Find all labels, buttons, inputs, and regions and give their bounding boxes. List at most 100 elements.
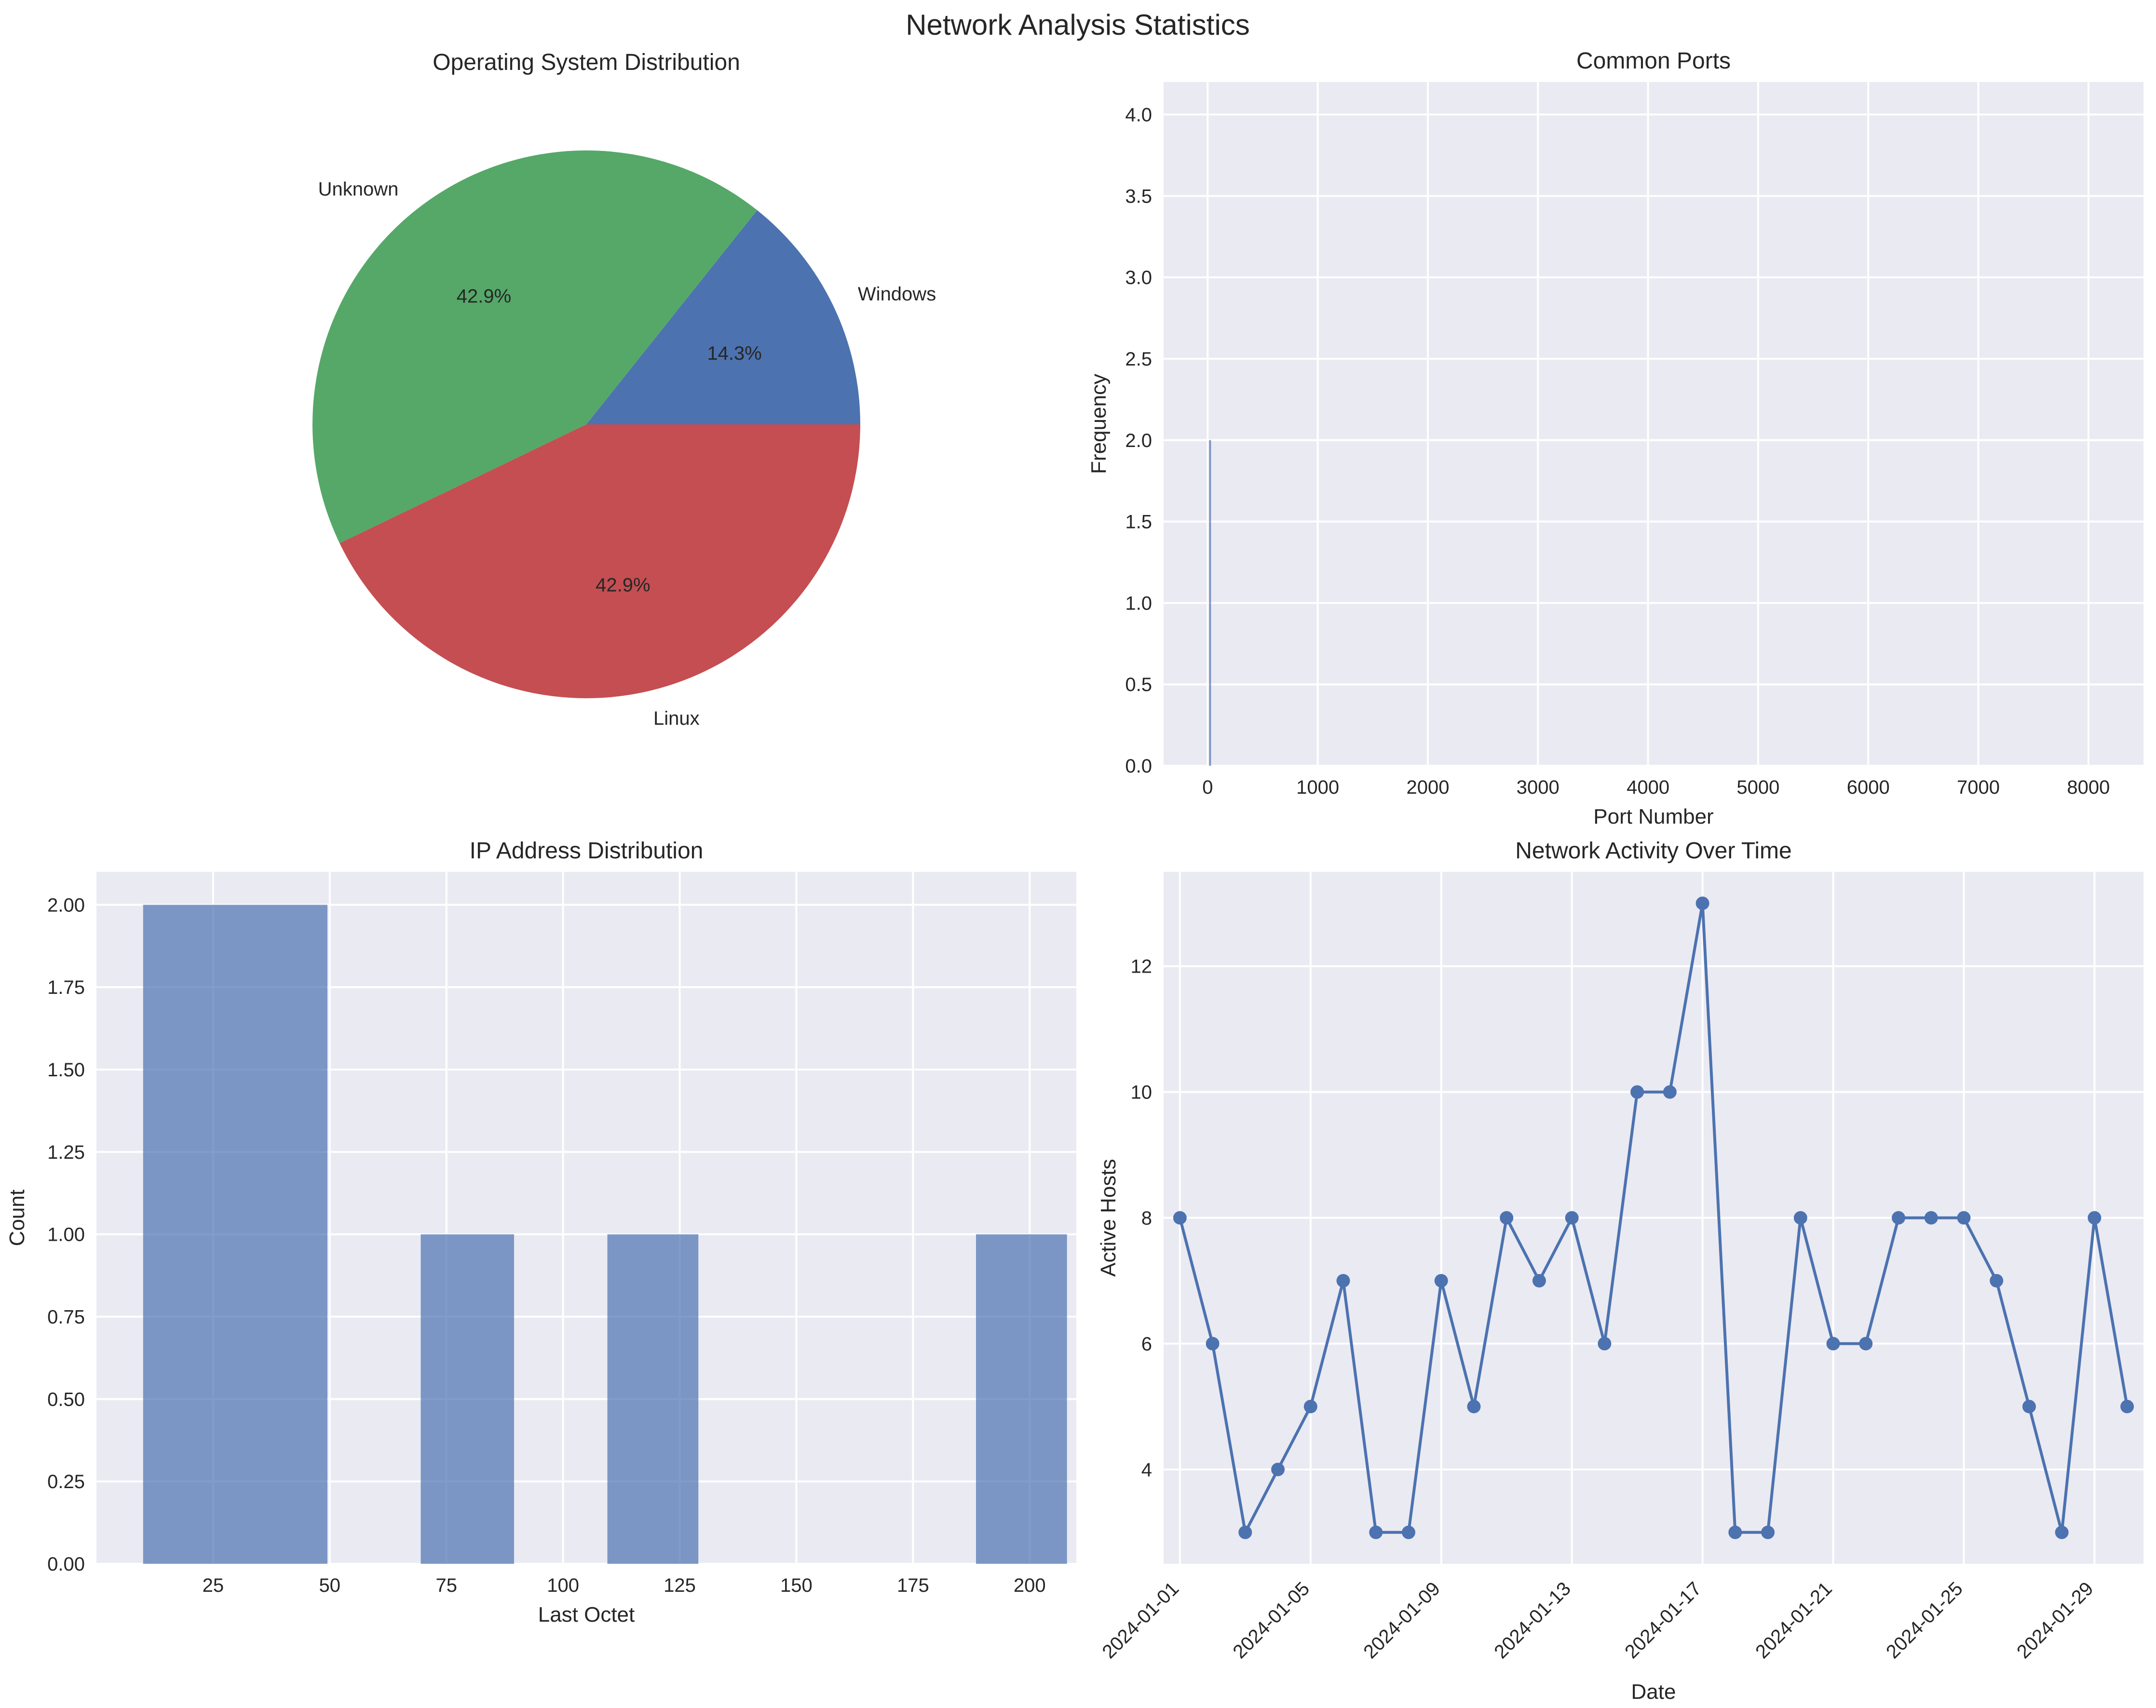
axes-title: Common Ports [1576,48,1731,74]
activity-data-point [1990,1274,2004,1288]
y-tick-label: 3.0 [1125,267,1152,288]
x-tick-label: 75 [435,1575,457,1596]
x-tick-label: 2024-01-25 [1882,1578,1967,1663]
y-tick-label: 1.25 [47,1142,85,1163]
ip-histogram-bar [420,1234,515,1564]
pie-slice-label: Windows [858,284,936,305]
x-tick-label: 150 [780,1575,813,1596]
pie-slice-percent: 14.3% [707,343,761,364]
y-axis-label: Active Hosts [1097,1159,1120,1277]
axes-background [1164,82,2143,766]
y-tick-label: 12 [1131,956,1153,977]
axes-title: IP Address Distribution [470,838,704,864]
activity-data-point [1271,1463,1285,1477]
y-tick-label: 1.00 [47,1224,85,1246]
pie-slice-label: Unknown [318,179,399,200]
activity-data-point [1565,1211,1579,1225]
x-tick-label: 2024-01-29 [2013,1578,2098,1663]
ip-histogram-bar [143,905,327,1564]
x-tick-label: 175 [897,1575,929,1596]
x-axis-label: Port Number [1593,805,1713,828]
pie-slice-percent: 42.9% [596,574,650,596]
bar-panel-common-ports: 0.0 0.5 1.0 1.5 2.0 2.5 3.0 3.5 4.0 0 1000 2000 3000… [1087,48,2143,828]
activity-data-point [2055,1525,2069,1539]
y-tick-label: 8 [1141,1208,1152,1229]
y-tick-label: 4 [1141,1459,1152,1480]
y-tick-label: 1.75 [47,977,85,998]
y-tick-label: 1.0 [1125,593,1152,614]
activity-data-point [1663,1085,1677,1099]
x-tick-label: 7000 [1957,777,2000,798]
y-tick-label: 1.5 [1125,512,1152,533]
x-tick-label: 125 [664,1575,696,1596]
pie-slice-label: Linux [653,708,700,729]
x-tick-label: 25 [203,1575,224,1596]
axes-title: Network Activity Over Time [1515,838,1791,864]
x-tick-label: 1000 [1296,777,1339,798]
x-tick-label: 8000 [2067,777,2110,798]
line-panel-network-activity: 4 6 8 10 12 2024-01-01 2024-01-05 2024-01-09 202… [1097,838,2143,1704]
pie-panel-os-distribution: Operating System Distribution Windows 14.3… [312,50,936,729]
y-tick-label: 0.75 [47,1307,85,1328]
bar-panel-ip-distribution: 0.00 0.25 0.50 0.75 1.00 1.25 1.50 1.75 2.00 25 50… [5,838,1076,1627]
activity-data-point [1532,1274,1546,1288]
x-tick-label: 2024-01-01 [1098,1578,1183,1663]
activity-data-point [1402,1525,1415,1539]
x-tick-label: 5000 [1736,777,1779,798]
pie-slice-windows [586,210,860,424]
y-tick-label: 3.5 [1125,186,1152,207]
x-tick-label: 2024-01-09 [1359,1578,1444,1663]
y-tick-label: 0.0 [1125,756,1152,777]
x-tick-label: 6000 [1847,777,1890,798]
x-tick-label: 2000 [1406,777,1449,798]
activity-data-point [1924,1211,1938,1225]
y-tick-label: 6 [1141,1333,1152,1355]
activity-data-point [1957,1211,1971,1225]
activity-data-point [1695,896,1709,910]
x-tick-label: 2024-01-21 [1751,1578,1836,1663]
pie-slice-unknown [312,150,758,543]
activity-data-point [1630,1085,1644,1099]
activity-data-point [1892,1211,1905,1225]
y-tick-label: 2.0 [1125,430,1152,451]
activity-data-point [1761,1525,1775,1539]
x-tick-label: 100 [547,1575,579,1596]
y-tick-label: 2.5 [1125,349,1152,370]
x-tick-label: 2024-01-17 [1621,1578,1706,1663]
activity-data-point [2120,1399,2134,1413]
y-tick-label: 0.5 [1125,674,1152,695]
activity-data-point [1793,1211,1807,1225]
activity-data-point [1238,1525,1252,1539]
activity-data-point [1500,1211,1514,1225]
activity-data-point [1467,1399,1481,1413]
activity-data-point [1728,1525,1742,1539]
y-tick-label: 10 [1131,1082,1153,1103]
pie-slice-percent: 42.9% [457,286,511,307]
x-tick-label: 0 [1202,777,1213,798]
x-tick-label: 4000 [1627,777,1669,798]
activity-data-point [1434,1274,1448,1288]
x-axis-label: Last Octet [538,1603,635,1627]
y-axis-label: Count [5,1190,29,1246]
activity-data-point [1173,1211,1187,1225]
activity-data-point [1826,1337,1840,1351]
y-axis-label: Frequency [1087,374,1111,474]
port-bar [1209,440,1211,766]
activity-data-point [1598,1337,1612,1351]
x-axis-label: Date [1631,1680,1676,1704]
pie-title: Operating System Distribution [433,50,740,75]
x-tick-label: 200 [1014,1575,1046,1596]
ip-histogram-bar [607,1234,699,1564]
x-tick-label: 2024-01-05 [1229,1578,1314,1663]
activity-series-line [1178,902,2129,1534]
activity-data-point [1369,1525,1383,1539]
x-tick-label: 50 [319,1575,341,1596]
pie-slice-linux [339,424,860,699]
y-tick-label: 0.50 [47,1389,85,1410]
y-tick-label: 2.00 [47,895,85,916]
activity-data-point [1336,1274,1350,1288]
x-tick-label: 3000 [1517,777,1559,798]
activity-data-point [1859,1337,1873,1351]
x-tick-label: 2024-01-13 [1490,1578,1575,1663]
